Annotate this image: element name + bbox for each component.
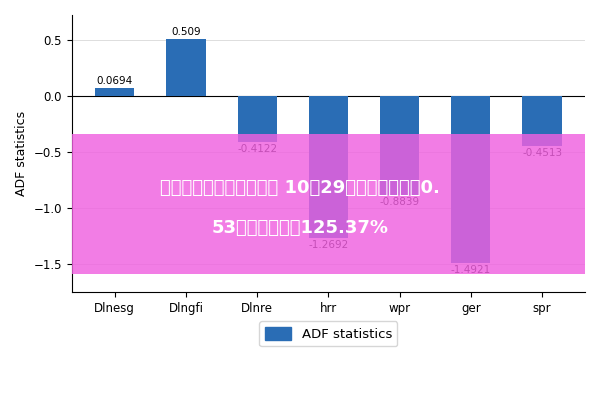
Bar	[451, 96, 490, 263]
Text: -0.8839: -0.8839	[380, 197, 419, 207]
Text: -0.4513: -0.4513	[522, 148, 562, 158]
Text: -0.4122: -0.4122	[237, 144, 277, 154]
Text: 53，转股溢价率125.37%: 53，转股溢价率125.37%	[212, 219, 389, 237]
Text: 0.0694: 0.0694	[97, 76, 133, 86]
Bar	[95, 88, 134, 96]
Text: 0.509: 0.509	[171, 27, 201, 37]
Bar	[523, 96, 562, 146]
Bar	[380, 96, 419, 195]
Text: 股票杠杆最多可以多少倍 10月29日华体转傅下跨0.: 股票杠杆最多可以多少倍 10月29日华体转傅下跨0.	[160, 179, 440, 197]
Legend: ADF statistics: ADF statistics	[259, 321, 397, 346]
Text: -1.4921: -1.4921	[451, 265, 491, 275]
Bar	[309, 96, 348, 238]
Y-axis label: ADF statistics: ADF statistics	[15, 111, 28, 196]
Text: -1.2692: -1.2692	[308, 240, 349, 250]
Bar	[166, 39, 206, 96]
Bar	[238, 96, 277, 142]
